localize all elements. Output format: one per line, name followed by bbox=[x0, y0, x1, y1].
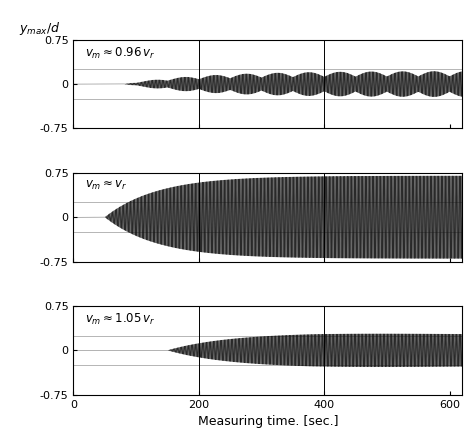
Text: $v_m \approx v_r$: $v_m \approx v_r$ bbox=[85, 179, 128, 192]
Text: $v_m \approx 1.05\, v_r$: $v_m \approx 1.05\, v_r$ bbox=[85, 312, 155, 327]
Text: $y_{max}/d$: $y_{max}/d$ bbox=[19, 20, 60, 37]
X-axis label: Measuring time. [sec.]: Measuring time. [sec.] bbox=[198, 415, 338, 428]
Text: $v_m \approx 0.96\, v_r$: $v_m \approx 0.96\, v_r$ bbox=[85, 46, 155, 61]
